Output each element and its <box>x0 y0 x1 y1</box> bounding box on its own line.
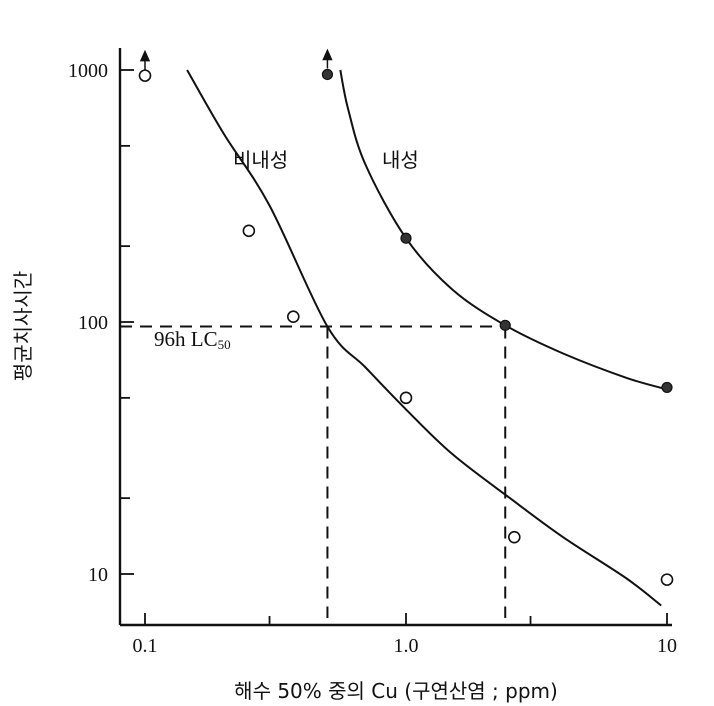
y-tick-label: 10 <box>88 564 108 586</box>
x-tick-label: 1.0 <box>394 635 419 657</box>
non-resistant-point <box>508 530 521 544</box>
censored-arrow-head <box>139 49 151 62</box>
censored-arrow-head <box>322 48 333 61</box>
non-resistant-point <box>660 573 674 586</box>
lc50-text: 96h LC <box>154 327 218 351</box>
reference-lines <box>120 325 507 618</box>
y-tick-label: 1000 <box>68 60 108 82</box>
non-resistant-point <box>399 391 413 405</box>
curve-non-resistant <box>186 69 662 607</box>
series-label-resistant: 내성 <box>382 148 419 172</box>
x-tick-label: 10 <box>657 635 677 657</box>
y-tick-label: 100 <box>78 312 108 334</box>
ticks: 0.1 1.0 10 10 100 1000 <box>68 60 677 657</box>
x-tick-label: 0.1 <box>133 635 158 657</box>
lc50-annotation: 96h LC50 <box>154 327 231 352</box>
curve-resistant <box>339 69 668 391</box>
data-points <box>138 48 674 586</box>
resistant-point <box>661 381 673 394</box>
x-axis-title: 해수 50% 중의 Cu (구연산염 ; ppm) <box>234 679 558 703</box>
resistant-point <box>499 319 511 331</box>
y-axis-title: 평균치사시간 <box>11 271 35 381</box>
non-resistant-point <box>138 69 152 82</box>
axes <box>118 48 672 627</box>
non-resistant-point <box>242 224 256 238</box>
lc50-subscript: 50 <box>218 337 231 352</box>
non-resistant-point <box>287 310 300 323</box>
curves <box>186 69 668 607</box>
series-label-non-resistant: 비내성 <box>233 148 288 172</box>
resistant-point <box>400 232 412 244</box>
resistant-point <box>321 68 334 81</box>
